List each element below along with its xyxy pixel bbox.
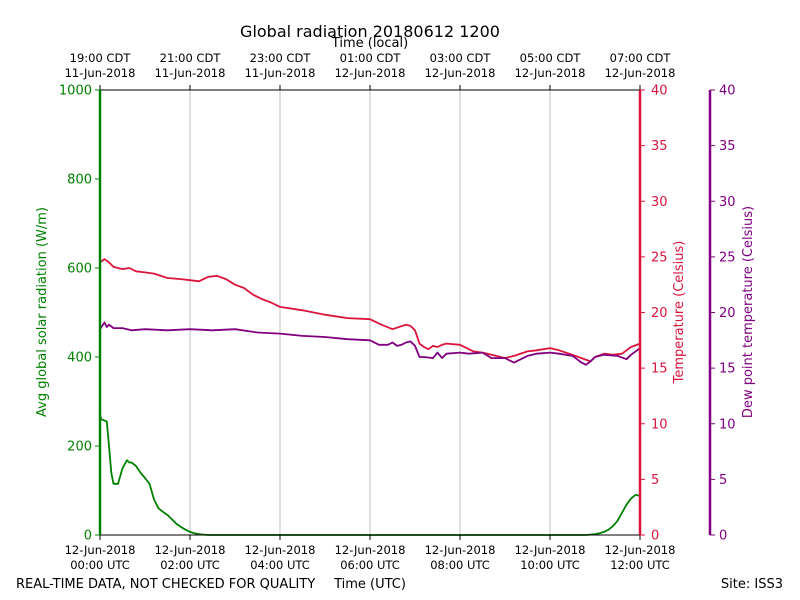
radiation-tick-label: 200 xyxy=(67,440,92,455)
series-line-radiation xyxy=(99,414,641,536)
dewpoint-tick-label: 35 xyxy=(719,139,736,154)
x-tick-label-time: 04:00 UTC xyxy=(250,558,310,572)
top-tick-label-time: 19:00 CDT xyxy=(70,51,132,65)
temperature-axis-label: Temperature (Celsius) xyxy=(672,241,687,385)
radiation-tick-label: 1000 xyxy=(59,84,92,99)
grid xyxy=(189,90,551,535)
top-tick-label-time: 23:00 CDT xyxy=(250,51,312,65)
top-tick-label-time: 01:00 CDT xyxy=(340,51,402,65)
temperature-tick-label: 25 xyxy=(651,250,668,265)
radiation-tick-label: 400 xyxy=(67,351,92,366)
temperature-tick-label: 5 xyxy=(651,473,659,488)
x-tick-label-date: 12-Jun-2018 xyxy=(515,543,586,557)
x-tick-label-date: 12-Jun-2018 xyxy=(425,543,496,557)
top-tick-label-time: 21:00 CDT xyxy=(160,51,222,65)
dewpoint-tick-label: 10 xyxy=(719,417,736,432)
dewpoint-tick-label: 5 xyxy=(719,473,727,488)
top-tick-label-time: 07:00 CDT xyxy=(610,51,672,65)
x-tick-label-time: 02:00 UTC xyxy=(160,558,220,572)
top-tick-label-date: 11-Jun-2018 xyxy=(65,66,136,80)
radiation-tick-label: 600 xyxy=(67,262,92,277)
x-tick-label-date: 12-Jun-2018 xyxy=(155,543,226,557)
x-tick-label-time: 00:00 UTC xyxy=(70,558,130,572)
radiation-tick-label: 800 xyxy=(67,173,92,188)
temperature-tick-label: 15 xyxy=(651,362,668,377)
top-axis-label: Time (local) xyxy=(331,36,408,51)
x-tick-label-time: 06:00 UTC xyxy=(340,558,400,572)
site-label: Site: ISS3 xyxy=(721,577,783,592)
temperature-tick-label: 10 xyxy=(651,417,668,432)
top-tick-label-time: 05:00 CDT xyxy=(520,51,582,65)
top-tick-label-date: 12-Jun-2018 xyxy=(425,66,496,80)
radiation-axis-label: Avg global solar radiation (W/m) xyxy=(35,207,50,417)
temperature-tick-label: 40 xyxy=(651,84,668,99)
radiation-tick-label: 0 xyxy=(84,529,92,544)
x-axis-label: Time (UTC) xyxy=(333,577,406,592)
x-tick-label-date: 12-Jun-2018 xyxy=(605,543,676,557)
dewpoint-axis-label: Dew point temperature (Celsius) xyxy=(741,206,756,418)
series-line-temperature xyxy=(99,258,641,363)
top-tick-label-time: 03:00 CDT xyxy=(430,51,492,65)
temperature-tick-label: 35 xyxy=(651,139,668,154)
chart-title: Global radiation 20180612 1200 xyxy=(240,22,500,41)
x-tick-label-date: 12-Jun-2018 xyxy=(335,543,406,557)
x-tick-label-date: 12-Jun-2018 xyxy=(245,543,316,557)
series-layer xyxy=(99,258,641,536)
dewpoint-tick-label: 20 xyxy=(719,306,736,321)
dewpoint-tick-label: 0 xyxy=(719,529,727,544)
series-line-dewpoint xyxy=(99,321,641,366)
x-tick-label-time: 10:00 UTC xyxy=(520,558,580,572)
temperature-tick-label: 0 xyxy=(651,529,659,544)
plot-frame xyxy=(98,89,712,536)
top-tick-label-date: 12-Jun-2018 xyxy=(335,66,406,80)
x-tick-label-time: 08:00 UTC xyxy=(430,558,490,572)
dewpoint-tick-label: 40 xyxy=(719,84,736,99)
temperature-tick-label: 20 xyxy=(651,306,668,321)
x-tick-label-date: 12-Jun-2018 xyxy=(65,543,136,557)
top-tick-label-date: 11-Jun-2018 xyxy=(155,66,226,80)
top-tick-label-date: 12-Jun-2018 xyxy=(605,66,676,80)
temperature-tick-label: 30 xyxy=(651,195,668,210)
disclaimer-text: REAL-TIME DATA, NOT CHECKED FOR QUALITY xyxy=(16,577,315,592)
x-tick-label-time: 12:00 UTC xyxy=(610,558,670,572)
dewpoint-tick-label: 25 xyxy=(719,250,736,265)
top-tick-label-date: 12-Jun-2018 xyxy=(515,66,586,80)
dewpoint-tick-label: 15 xyxy=(719,362,736,377)
dewpoint-tick-label: 30 xyxy=(719,195,736,210)
top-tick-label-date: 11-Jun-2018 xyxy=(245,66,316,80)
